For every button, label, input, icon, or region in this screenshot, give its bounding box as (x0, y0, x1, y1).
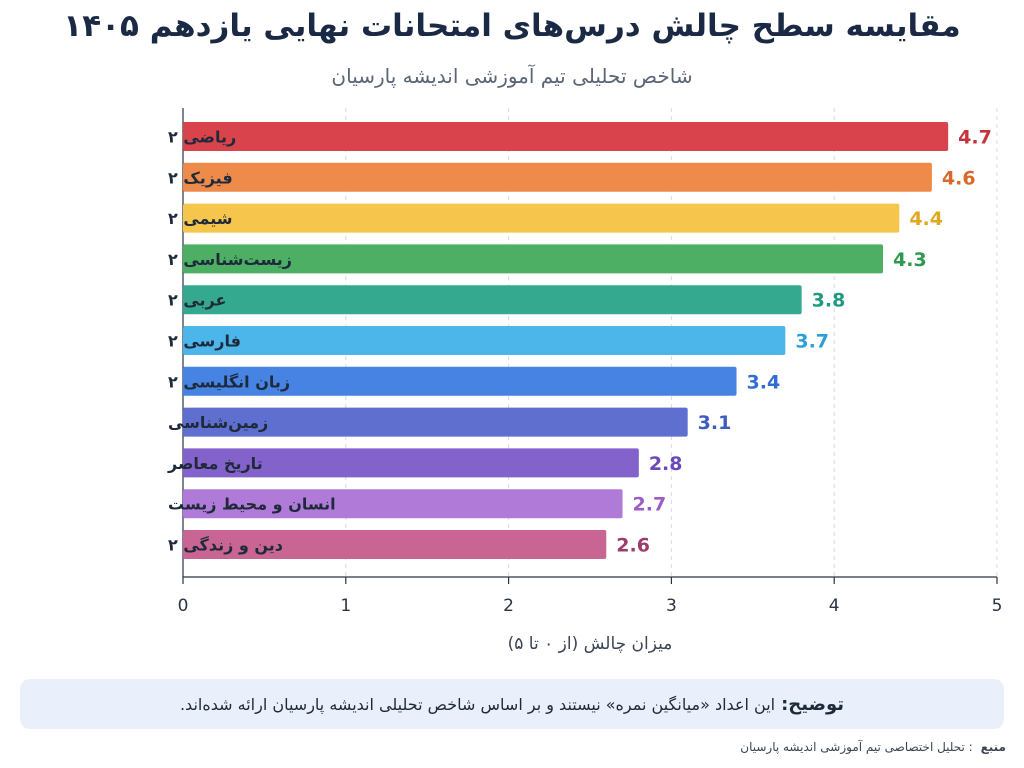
category-label-8: تاریخ معاصر (167, 454, 263, 473)
x-tick-label-5: 5 (992, 596, 1003, 616)
value-label-2: 4.4 (909, 208, 943, 230)
category-label-4: عربی ۲ (168, 291, 226, 310)
chart-subtitle: شاخص تحلیلی تیم آموزشی اندیشه پارسیان (331, 64, 693, 88)
bar-9 (183, 489, 623, 519)
bar-7 (183, 407, 688, 437)
bar-2 (183, 203, 900, 233)
category-label-0: ریاضی ۲ (168, 128, 236, 147)
bar-4 (183, 285, 802, 315)
value-label-8: 2.8 (649, 453, 683, 475)
category-label-9: انسان و محیط زیست (168, 495, 336, 514)
bar-chart: ریاضی ۲ فیزیک ۲ شیمی ۲ زیست‌شناسی ۲ عربی ۲ فا… (167, 108, 1003, 654)
value-label-3: 4.3 (893, 249, 927, 271)
bar-0 (183, 122, 949, 151)
value-label-9: 2.7 (633, 494, 667, 516)
category-label-1: فیزیک ۲ (168, 168, 233, 187)
category-labels: ریاضی ۲ فیزیک ۲ شیمی ۲ زیست‌شناسی ۲ عربی ۲ فا… (167, 128, 336, 555)
value-label-4: 3.8 (812, 290, 846, 312)
category-label-2: شیمی ۲ (168, 209, 233, 228)
value-labels: 4.7 4.6 4.4 4.3 3.8 3.7 3.4 3.1 2.8 2.7 2.6 (616, 127, 992, 557)
bars (183, 122, 949, 559)
value-label-5: 3.7 (795, 331, 829, 353)
value-label-6: 3.4 (747, 371, 781, 393)
x-tick-label-4: 4 (829, 596, 840, 616)
source-text: : تحلیل اختصاصی تیم آموزشی اندیشه پارسیا… (740, 740, 973, 754)
bar-8 (183, 448, 639, 478)
source-line: منبع : تحلیل اختصاصی تیم آموزشی اندیشه پ… (740, 740, 1006, 754)
value-label-1: 4.6 (942, 167, 976, 189)
x-axis-ticks: 0 1 2 3 4 5 (178, 577, 1003, 616)
note-text: این اعداد «میانگین نمره» نیستند و بر اسا… (179, 694, 776, 714)
x-tick-label-0: 0 (178, 596, 189, 616)
category-label-10: دین و زندگی ۲ (168, 536, 283, 555)
x-tick-label-2: 2 (503, 596, 514, 616)
value-label-7: 3.1 (698, 412, 732, 434)
bar-10 (183, 530, 607, 559)
bar-6 (183, 366, 737, 396)
category-label-5: فارسی ۲ (168, 332, 241, 351)
x-axis-label: میزان چالش (از ۰ تا ۵) (508, 634, 673, 654)
value-label-10: 2.6 (616, 535, 650, 557)
category-label-6: زبان انگلیسی ۲ (168, 372, 290, 391)
x-tick-label-1: 1 (340, 596, 351, 616)
source-label: منبع (980, 740, 1006, 754)
bar-5 (183, 326, 786, 355)
bar-3 (183, 244, 884, 274)
x-tick-label-3: 3 (666, 596, 677, 616)
value-label-0: 4.7 (958, 127, 992, 149)
note-box: توضیح: این اعداد «میانگین نمره» نیستند و… (20, 679, 1004, 729)
chart-title: مقایسه سطح چالش درس‌های امتحانات نهایی ی… (63, 8, 961, 44)
category-label-7: زمین‌شناسی (168, 413, 268, 432)
category-label-3: زیست‌شناسی ۲ (168, 250, 292, 269)
note-label: توضیح: (781, 693, 845, 715)
bar-1 (183, 162, 932, 192)
